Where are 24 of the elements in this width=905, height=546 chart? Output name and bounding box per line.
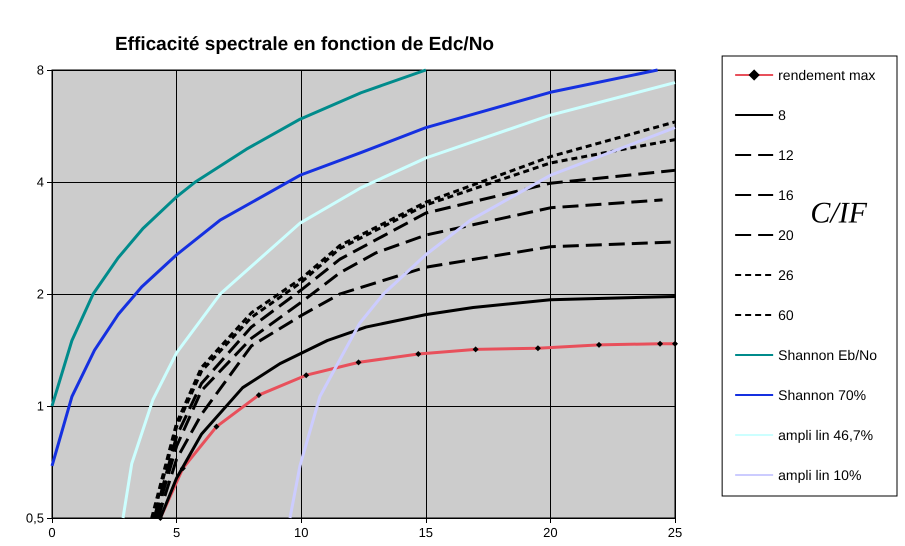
- y-tick-label: 0,5: [26, 510, 44, 526]
- legend-label: 60: [778, 307, 794, 323]
- legend-label: 8: [778, 107, 786, 123]
- x-tick-label: 5: [172, 525, 180, 540]
- x-tick-label: 10: [294, 525, 308, 540]
- text: C/IF: [810, 196, 868, 230]
- chart-title: Efficacité spectrale en fonction de Edc/No: [115, 34, 494, 55]
- legend-label: ampli lin 10%: [778, 467, 862, 483]
- legend-label: 20: [778, 227, 794, 243]
- legend-label: Shannon Eb/No: [778, 347, 878, 363]
- x-tick-label: 25: [668, 525, 682, 540]
- legend-label: Shannon 70%: [778, 387, 866, 403]
- x-tick-label: 15: [418, 525, 434, 540]
- legend-label: 26: [778, 267, 794, 283]
- legend-label: rendement max: [778, 67, 876, 83]
- y-tick-label: 4: [36, 174, 44, 190]
- legend-label: ampli lin 46,7%: [778, 427, 874, 443]
- x-tick-label: 20: [543, 525, 558, 540]
- legend-label: 16: [778, 187, 794, 203]
- y-tick-label: 1: [36, 398, 44, 414]
- y-tick-label: 2: [36, 286, 44, 302]
- y-tick-label: 8: [36, 62, 44, 78]
- legend-label: 12: [778, 147, 794, 163]
- x-tick-label: 0: [48, 525, 56, 540]
